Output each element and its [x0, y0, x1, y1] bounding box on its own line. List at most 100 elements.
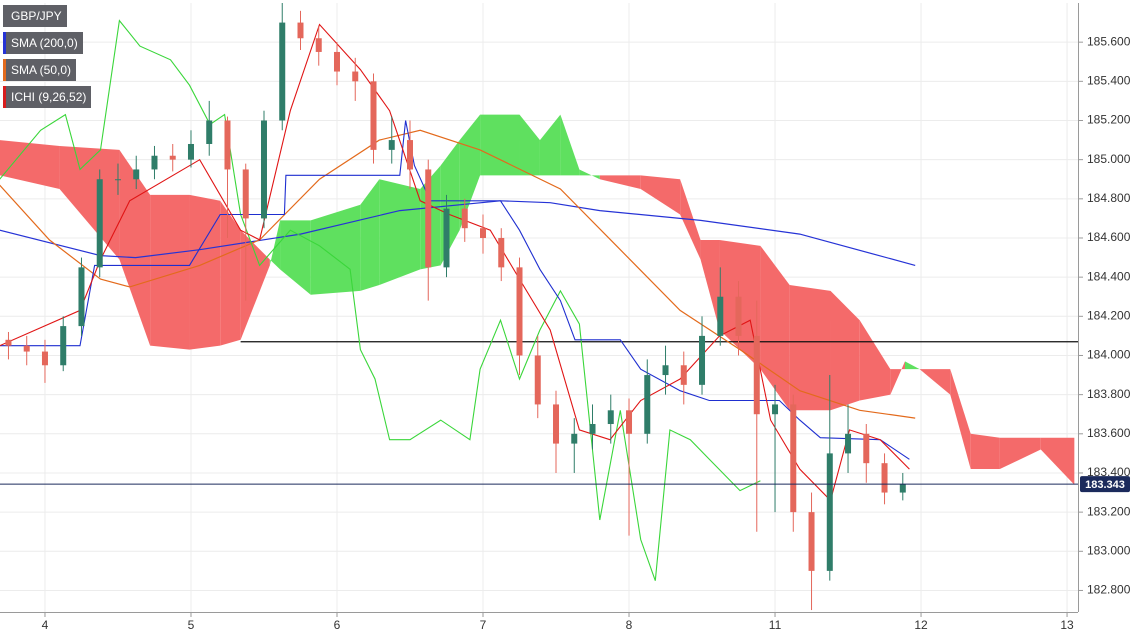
y-tick-label: 184.800 [1087, 191, 1131, 205]
y-tick-label: 184.000 [1087, 348, 1131, 362]
last-price-box [1080, 476, 1130, 493]
plot-area [0, 3, 1078, 611]
candle-body [461, 208, 468, 229]
cloud-segment [700, 239, 720, 331]
cloud-segment [360, 179, 380, 291]
candle-body [826, 453, 833, 571]
cloud-segment [789, 284, 831, 411]
tenkan-line [0, 23, 910, 502]
candle-body [133, 169, 140, 180]
cloud-segment [0, 140, 60, 190]
candle-body [41, 351, 48, 366]
cloud-segment [220, 200, 241, 346]
cloud-segment [280, 220, 311, 295]
y-tick-label: 182.800 [1087, 583, 1131, 597]
candle-body [735, 296, 742, 336]
chikou-line [0, 19, 761, 581]
y-tick-label: 185.200 [1087, 113, 1131, 127]
x-tick-label: 11 [769, 618, 782, 632]
candle-body [863, 433, 870, 464]
candle-body [772, 404, 779, 415]
cloud-segment [970, 433, 1000, 470]
y-tick-label: 183.400 [1087, 465, 1131, 479]
cloud-segment [1040, 437, 1075, 485]
candle-body [60, 326, 67, 366]
candle-body [352, 71, 359, 82]
cloud-segment [579, 169, 600, 180]
cloud-segment [119, 149, 151, 346]
candle-body [644, 375, 651, 434]
cloud-segment [379, 179, 421, 285]
cloud-segment [560, 114, 580, 176]
cloud-segment [919, 369, 951, 395]
cloud-segment [599, 175, 641, 190]
cloud-segment [830, 290, 860, 411]
y-tick-label: 184.200 [1087, 308, 1131, 322]
kijun-line [0, 120, 910, 460]
candle-body [315, 38, 322, 52]
candle-body [5, 339, 12, 346]
candle-body [753, 335, 760, 415]
candle-body [297, 22, 304, 39]
x-tick-label: 5 [188, 618, 195, 632]
candle-body [443, 208, 450, 268]
cloud-segment [890, 361, 905, 395]
candle-body [224, 120, 231, 170]
candle-body [187, 143, 194, 160]
candle-body [662, 365, 669, 376]
candle-body [899, 484, 906, 493]
candle-body [516, 267, 523, 356]
candle-body [169, 155, 176, 160]
candle-body [498, 237, 505, 268]
y-tick-label: 183.600 [1087, 426, 1131, 440]
cloud-segment [950, 369, 971, 470]
candle-body [680, 365, 687, 385]
y-tick-label: 184.400 [1087, 269, 1131, 283]
candle-body [845, 433, 852, 454]
x-tick-label: 8 [626, 618, 633, 632]
cloud-segment [240, 230, 270, 340]
candle-body [571, 433, 578, 444]
cloud-segment [269, 220, 281, 270]
y-tick-label: 185.000 [1087, 152, 1131, 166]
candle-body [370, 81, 377, 150]
candle-body [553, 404, 560, 444]
legend: GBP/JPY SMA (200,0) SMA (50,0) ICHI (9,2… [3, 5, 92, 108]
candle-body [333, 51, 340, 72]
candle-body [589, 424, 596, 434]
sma-line [0, 129, 916, 419]
cloud-segment [150, 194, 190, 350]
candle-body [279, 22, 286, 121]
candle-body [151, 155, 158, 170]
candle-body [23, 345, 30, 352]
y-tick-label: 183.000 [1087, 543, 1131, 557]
candle-body [881, 463, 888, 493]
y-tick-label: 185.400 [1087, 73, 1131, 87]
cloud-segment [310, 204, 361, 295]
cloud-segment [904, 361, 920, 370]
last-price-label: 183.343 [1085, 479, 1125, 491]
candle-body [242, 169, 249, 219]
candle-body [260, 120, 267, 219]
candle-body [114, 179, 121, 181]
candle-body [96, 179, 103, 268]
candle-body [78, 267, 85, 327]
cloud-segment [519, 114, 540, 176]
legend-item: SMA (200,0) [3, 32, 83, 54]
x-tick-label: 13 [1060, 618, 1074, 632]
candle-body [790, 404, 797, 513]
candle-body [607, 410, 614, 425]
candle-body [206, 120, 213, 144]
candle-body [534, 355, 541, 405]
legend-item: SMA (50,0) [3, 59, 77, 81]
y-tick-label: 183.200 [1087, 504, 1131, 518]
x-tick-label: 7 [480, 618, 487, 632]
x-tick-label: 4 [42, 618, 49, 632]
sma-line [0, 200, 916, 266]
cloud-segment [859, 320, 891, 401]
cloud-segment [59, 145, 120, 260]
candle-body [717, 296, 724, 336]
candle-body [388, 140, 395, 150]
